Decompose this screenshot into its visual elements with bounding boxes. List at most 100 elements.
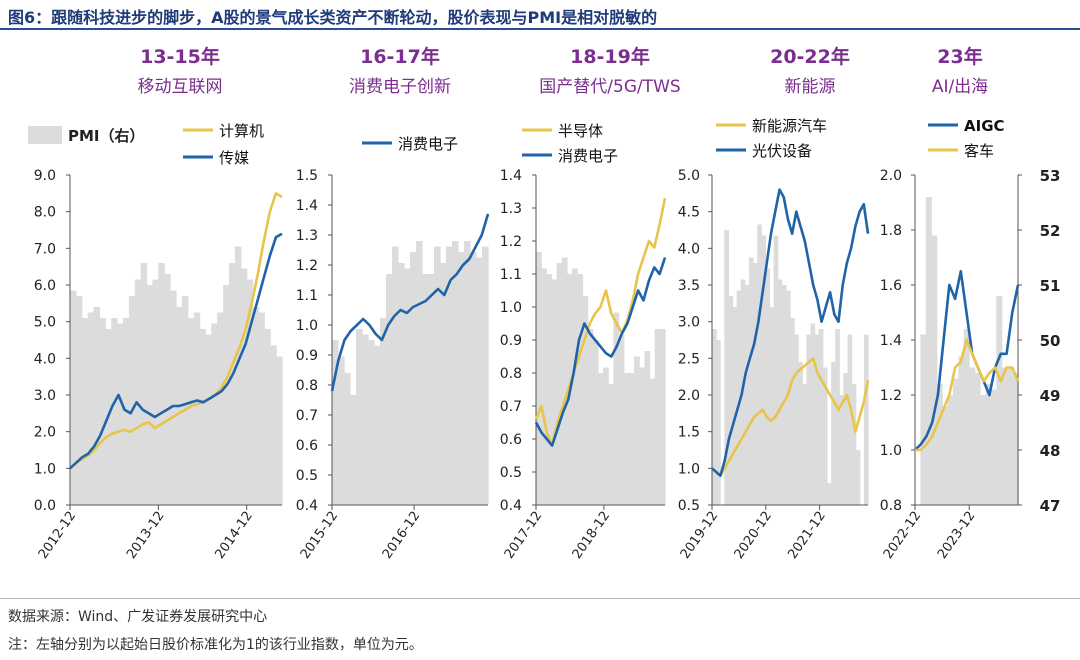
era-3-theme: 国产替代/5G/TWS	[539, 77, 681, 97]
pmi-bar-p1-32	[258, 312, 265, 505]
pmi-bar-p2-25	[482, 246, 489, 505]
x-tick-label-p4-0: 2019-12	[678, 509, 721, 562]
y-tick-label-p2-0: 1.5	[296, 168, 318, 184]
y-tick-label-p1-1: 8.0	[34, 205, 56, 221]
era-2-theme: 消费电子创新	[349, 77, 451, 97]
pmi-bar-p1-31	[252, 307, 260, 505]
pmi-bar-p3-23	[654, 329, 661, 505]
y-tick-label-p2-10: 0.5	[296, 468, 318, 484]
y-tick-label-p1-0: 9.0	[34, 168, 56, 184]
pmi-bar-p3-7	[572, 268, 578, 505]
pmi-bar-p4-4	[728, 296, 734, 505]
y-tick-label-p5-4: 1.2	[880, 388, 902, 404]
pmi-bar-p2-3	[350, 395, 357, 505]
pmi-bar-p4-35	[855, 450, 861, 505]
y-tick-label-p1-6: 3.0	[34, 388, 56, 404]
x-tick-label-p3-0: 2017-12	[502, 509, 545, 562]
legend-label-p5-1: AIGC	[964, 117, 1005, 135]
pmi-bar-p2-1	[338, 356, 345, 505]
pmi-bar-p1-10	[128, 296, 136, 505]
y-tick-label-p1-7: 2.0	[34, 425, 56, 441]
figure-title: 图6：跟随科技进步的脚步，A股的景气成长类资产不断轮动，股价表现与PMI是相对脱…	[8, 8, 658, 27]
pmi-bar-p4-29	[831, 362, 836, 505]
y-tick-label-p3-7: 0.7	[500, 399, 522, 415]
pmi-bar-p4-24	[810, 323, 816, 505]
pmi-bar-p2-19	[446, 246, 453, 505]
pmi-bar-p4-13	[765, 268, 771, 505]
x-tick-label-p1-0: 2012-12	[36, 509, 79, 562]
pmi-bar-p4-27	[822, 367, 828, 505]
pmi-bar-p1-11	[134, 279, 142, 505]
y-tick-label-p2-3: 1.2	[296, 258, 318, 274]
pmi-bar-p3-1	[541, 268, 547, 505]
pmi-bar-p2-12	[404, 268, 411, 505]
legend-label-p1-1: 计算机	[219, 122, 264, 140]
x-tick-label-p2-1: 2016-12	[380, 509, 423, 562]
pmi-bar-p1-34	[270, 345, 277, 505]
pmi-bar-p4-22	[802, 384, 807, 505]
pmi-bar-p4-18	[785, 290, 791, 505]
y2-tick-label-4: 49	[1040, 387, 1061, 405]
y-tick-label-p2-4: 1.1	[296, 288, 318, 304]
x-tick-label-p1-1: 2013-12	[124, 509, 167, 562]
pmi-bar-p1-33	[264, 329, 271, 505]
x-tick-label-p2-0: 2015-12	[298, 509, 341, 562]
pmi-bar-p4-20	[794, 334, 799, 505]
pmi-bar-p1-1	[75, 296, 83, 505]
pmi-bar-p1-26	[223, 285, 230, 505]
pmi-bar-p4-11	[757, 224, 762, 505]
pmi-bar-p1-7	[111, 318, 118, 505]
pmi-bar-p4-5	[732, 307, 738, 505]
pmi-bar-p1-13	[146, 285, 154, 505]
y-tick-label-p3-1: 1.3	[500, 201, 522, 217]
pmi-bar-p4-8	[744, 285, 750, 505]
pmi-bar-p3-9	[582, 296, 589, 505]
y-tick-label-p4-2: 4.0	[678, 241, 700, 257]
pmi-bar-p4-31	[839, 395, 844, 505]
y-tick-label-p3-10: 0.4	[500, 498, 522, 514]
pmi-bar-p2-9	[386, 274, 393, 505]
pmi-bar-p2-16	[428, 274, 435, 505]
y-tick-label-p4-3: 3.5	[678, 278, 700, 294]
pmi-bar-p5-8	[958, 356, 965, 505]
y-tick-label-p4-8: 1.0	[678, 461, 700, 477]
pmi-bar-p5-6	[947, 395, 954, 505]
note-text: 注：左轴分别为以起始日股价标准化为1的该行业指数，单位为元。	[8, 637, 423, 653]
title-rule	[0, 28, 1080, 30]
y-tick-label-p4-6: 2.0	[678, 388, 700, 404]
y-tick-label-p3-9: 0.5	[500, 465, 522, 481]
chart-canvas: PMI（右） 9.0 8.0 7.0 6.0 5.0 4.0 3.0 2.0 1.0 0.02012…	[28, 117, 1061, 562]
pmi-bar-p1-28	[234, 246, 242, 505]
pmi-bar-p1-5	[99, 318, 106, 505]
y-tick-label-p4-5: 2.5	[678, 351, 700, 367]
pmi-bar-p2-14	[416, 241, 423, 505]
y-tick-label-p3-6: 0.8	[500, 366, 522, 382]
pmi-bar-p4-30	[835, 329, 840, 505]
pmi-bar-p4-15	[773, 235, 779, 505]
pmi-bar-p2-10	[392, 246, 399, 505]
pmi-bar-p4-12	[761, 235, 766, 505]
pmi-bar-p3-21	[644, 351, 651, 505]
y-tick-label-p4-1: 4.5	[678, 205, 700, 221]
y-tick-label-p5-6: 0.8	[880, 498, 902, 514]
pmi-bar-p2-18	[440, 263, 447, 505]
pmi-bar-p2-8	[380, 318, 387, 505]
pmi-bar-p3-14	[608, 384, 614, 505]
y-tick-label-p4-9: 0.5	[678, 498, 700, 514]
y-tick-label-p3-5: 0.9	[500, 333, 522, 349]
era-3-years: 18-19年	[570, 46, 650, 68]
pmi-bar-p4-1	[716, 340, 721, 505]
pmi-bar-p2-2	[344, 373, 351, 505]
pmi-bar-p4-34	[851, 384, 857, 505]
pmi-bar-p4-10	[753, 263, 758, 505]
pmi-bar-p1-20	[187, 318, 195, 505]
pmi-bar-p1-12	[140, 263, 148, 505]
pmi-bar-p1-24	[211, 323, 218, 505]
x-tick-label-p3-1: 2018-12	[570, 509, 613, 562]
pmi-bar-p1-3	[87, 312, 95, 505]
pmi-bar-p4-17	[781, 285, 787, 505]
pmi-bar-p5-11	[974, 373, 981, 505]
y-tick-label-p2-6: 0.9	[296, 348, 318, 364]
pmi-bar-p3-16	[618, 334, 625, 505]
pmi-bar-p3-17	[623, 373, 630, 505]
